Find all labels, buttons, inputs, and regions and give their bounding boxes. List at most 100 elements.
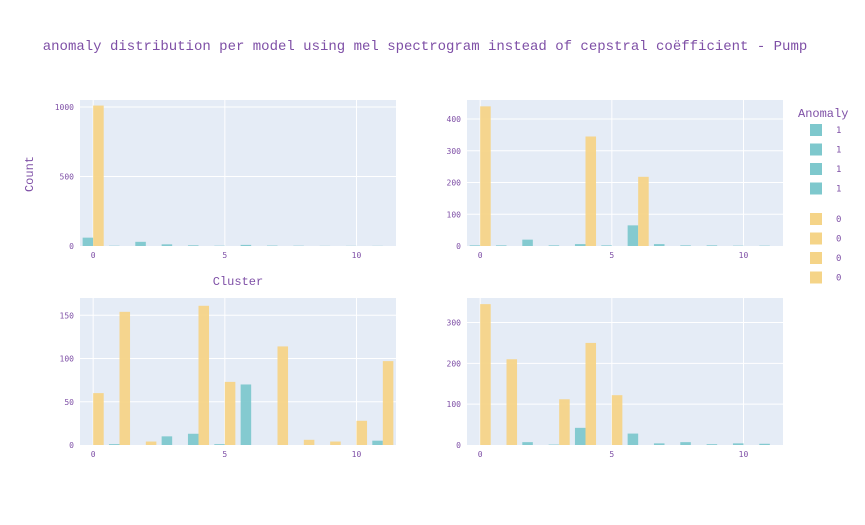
bar-anomaly-0[interactable] xyxy=(224,381,236,445)
legend-swatch-1[interactable] xyxy=(810,143,822,156)
y-tick-label: 0 xyxy=(456,242,461,251)
bar-anomaly-1[interactable] xyxy=(601,245,612,246)
bar-anomaly-1[interactable] xyxy=(240,244,252,246)
plot-area xyxy=(80,100,396,246)
x-tick-label: 0 xyxy=(91,251,96,260)
plot-area xyxy=(80,298,396,445)
legend-title: Anomaly xyxy=(798,107,848,121)
bar-anomaly-0[interactable] xyxy=(611,395,623,445)
y-tick-label: 1000 xyxy=(55,103,74,112)
legend-label: 1 xyxy=(836,185,841,195)
bar-anomaly-1[interactable] xyxy=(548,245,560,246)
bar-anomaly-0[interactable] xyxy=(93,105,104,246)
x-axis-title: Cluster xyxy=(213,275,263,289)
bar-anomaly-1[interactable] xyxy=(161,244,173,246)
bar-anomaly-1[interactable] xyxy=(759,443,770,445)
bar-anomaly-1[interactable] xyxy=(108,444,120,445)
subplot-2: 0 100 200 300 400 0 5 10 xyxy=(447,100,783,260)
legend-label: 0 xyxy=(836,215,841,225)
bar-anomaly-0[interactable] xyxy=(303,439,315,445)
bar-anomaly-0[interactable] xyxy=(356,420,368,445)
legend-swatch-0[interactable] xyxy=(810,252,822,264)
y-axis-title: Count xyxy=(23,156,37,192)
x-tick-label: 5 xyxy=(222,450,227,459)
bar-anomaly-0[interactable] xyxy=(93,393,104,445)
x-tick-label: 5 xyxy=(609,450,614,459)
bar-anomaly-1[interactable] xyxy=(187,245,199,246)
chart-title: anomaly distribution per model using mel… xyxy=(43,39,808,55)
bar-anomaly-0[interactable] xyxy=(277,346,289,445)
y-tick-label: 300 xyxy=(447,147,462,156)
x-tick-label: 10 xyxy=(352,450,362,459)
bar-anomaly-0[interactable] xyxy=(638,176,649,246)
legend-swatch-1[interactable] xyxy=(810,124,822,136)
bar-anomaly-1[interactable] xyxy=(627,225,639,246)
bar-anomaly-0[interactable] xyxy=(330,441,341,445)
bar-anomaly-0[interactable] xyxy=(585,136,597,247)
bar-anomaly-1[interactable] xyxy=(161,436,173,445)
x-tick-label: 0 xyxy=(91,450,96,459)
legend-swatch-0[interactable] xyxy=(810,232,822,245)
y-tick-label: 400 xyxy=(447,115,462,124)
bar-anomaly-1[interactable] xyxy=(706,444,718,445)
legend[interactable]: Anomaly 1 1 1 1 0 0 0 0 xyxy=(798,107,848,284)
bar-anomaly-1[interactable] xyxy=(627,433,639,445)
bar-anomaly-0[interactable] xyxy=(145,441,157,445)
y-tick-label: 500 xyxy=(60,172,75,181)
bar-anomaly-1[interactable] xyxy=(680,442,691,445)
legend-label: 0 xyxy=(836,235,841,245)
bar-anomaly-0[interactable] xyxy=(480,304,491,445)
bar-anomaly-1[interactable] xyxy=(522,239,533,246)
subplot-1: 0 500 1000 0 5 10 xyxy=(55,100,396,260)
bar-anomaly-1[interactable] xyxy=(522,442,533,445)
bar-anomaly-1[interactable] xyxy=(135,241,146,246)
y-tick-label: 200 xyxy=(447,359,462,368)
bar-anomaly-1[interactable] xyxy=(706,245,718,246)
bar-anomaly-1[interactable] xyxy=(574,244,586,246)
legend-swatch-0[interactable] xyxy=(810,213,822,225)
y-tick-label: 0 xyxy=(69,242,74,251)
bar-anomaly-1[interactable] xyxy=(372,440,383,445)
bar-anomaly-1[interactable] xyxy=(574,427,586,445)
bar-anomaly-0[interactable] xyxy=(480,106,491,246)
bar-anomaly-1[interactable] xyxy=(653,443,665,445)
y-tick-label: 100 xyxy=(447,210,462,219)
x-tick-label: 10 xyxy=(739,251,749,260)
x-tick-label: 0 xyxy=(478,450,483,459)
plot-area xyxy=(467,100,783,246)
bar-anomaly-1[interactable] xyxy=(469,245,481,246)
legend-label: 0 xyxy=(836,254,841,264)
x-tick-label: 10 xyxy=(739,450,749,459)
y-tick-label: 100 xyxy=(447,400,462,409)
x-tick-label: 5 xyxy=(222,251,227,260)
bar-anomaly-1[interactable] xyxy=(187,433,199,445)
bar-anomaly-0[interactable] xyxy=(198,305,210,445)
bar-anomaly-1[interactable] xyxy=(680,245,691,246)
y-tick-label: 150 xyxy=(60,311,75,320)
bar-anomaly-1[interactable] xyxy=(732,443,744,445)
bar-anomaly-1[interactable] xyxy=(82,237,94,246)
bar-anomaly-1[interactable] xyxy=(495,245,507,246)
legend-label: 1 xyxy=(836,126,841,136)
legend-swatch-1[interactable] xyxy=(810,182,822,195)
y-tick-label: 100 xyxy=(60,355,75,364)
bar-anomaly-1[interactable] xyxy=(214,444,225,445)
bar-anomaly-1[interactable] xyxy=(240,384,252,445)
bar-anomaly-0[interactable] xyxy=(382,361,394,445)
legend-swatch-1[interactable] xyxy=(810,163,822,175)
subplot-4: 0 100 200 300 0 5 10 xyxy=(447,298,783,459)
bar-anomaly-1[interactable] xyxy=(653,244,665,246)
bar-anomaly-0[interactable] xyxy=(559,399,570,445)
bar-anomaly-0[interactable] xyxy=(119,311,131,445)
y-tick-label: 0 xyxy=(69,441,74,450)
y-tick-label: 50 xyxy=(64,398,74,407)
legend-label: 1 xyxy=(836,165,841,175)
legend-label: 1 xyxy=(836,146,841,156)
bar-anomaly-0[interactable] xyxy=(506,359,518,445)
subplot-3: 0 50 100 150 0 5 10 xyxy=(60,298,396,459)
legend-swatch-0[interactable] xyxy=(810,271,822,284)
y-tick-label: 0 xyxy=(456,441,461,450)
bar-anomaly-0[interactable] xyxy=(585,342,597,445)
